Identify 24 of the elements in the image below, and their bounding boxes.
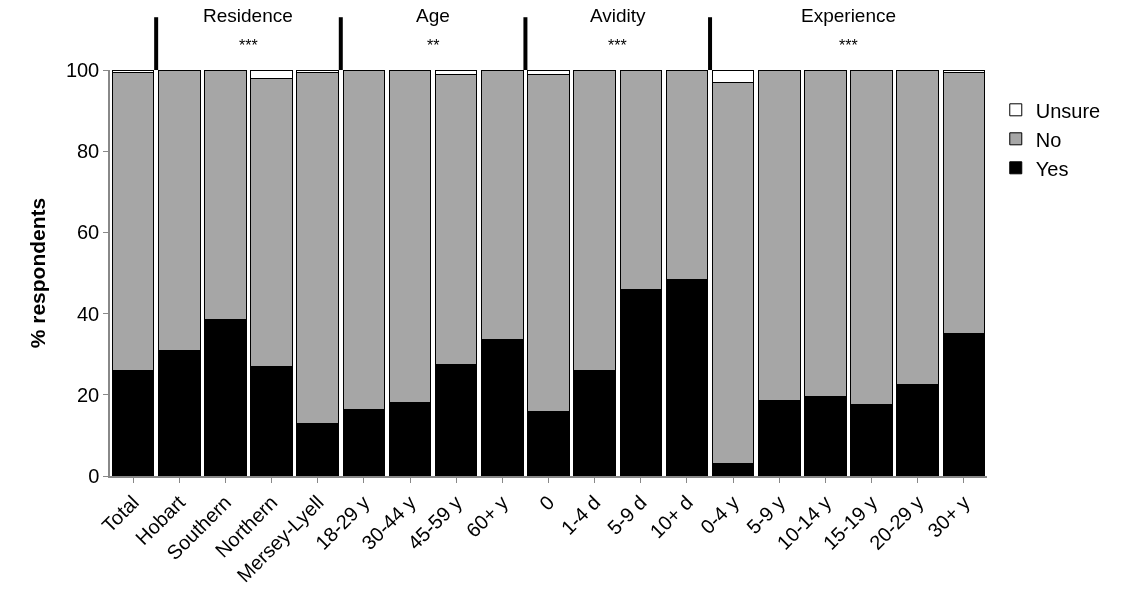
text: *** — [239, 37, 258, 54]
legend-label: Unsure — [1035, 99, 1101, 122]
text: Residence — [203, 5, 293, 26]
y-tick-label: 80 — [77, 140, 100, 163]
x-tick-label: 0 — [534, 491, 559, 515]
y-axis-title: % respondents — [25, 197, 49, 349]
x-tick-label: 1-4 d — [556, 491, 605, 539]
text: *** — [839, 37, 858, 54]
text: Experience — [801, 5, 897, 26]
legend-label: No — [1035, 128, 1062, 151]
text: Avidity — [590, 5, 647, 26]
y-tick-label: 100 — [65, 59, 100, 81]
y-tick-label: 40 — [77, 302, 100, 325]
text: ** — [427, 37, 440, 54]
y-tick-label: 0 — [88, 465, 100, 487]
legend-label: Yes — [1035, 157, 1069, 180]
text: *** — [608, 37, 627, 54]
text: Age — [416, 5, 450, 26]
x-tick-label: 60+ y — [461, 491, 513, 542]
y-tick-label: 60 — [77, 221, 100, 244]
x-tick-label: 30+ y — [923, 491, 974, 542]
x-tick-label: 0-4 y — [696, 491, 744, 539]
x-tick-label: 5-9 d — [602, 491, 651, 539]
y-tick-label: 20 — [77, 383, 100, 406]
